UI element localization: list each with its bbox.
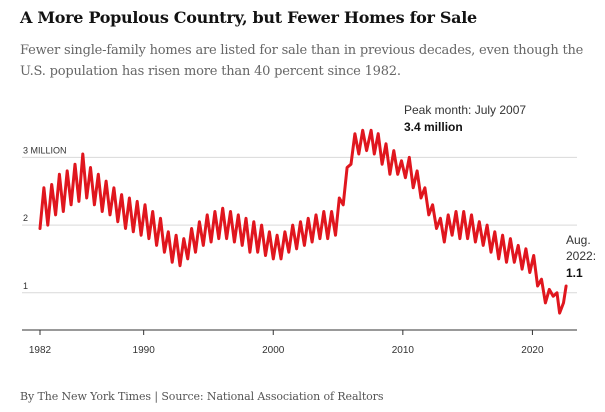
y-axis-tick-labels: 3 MILLION 2 1 xyxy=(23,145,67,290)
peak-annotation-value: 3.4 million xyxy=(404,120,463,134)
end-annotation-month: Aug. xyxy=(566,233,591,247)
end-annotation-value: 1.1 xyxy=(566,266,583,280)
line-chart: 3 MILLION 2 1 1982 1990 2000 2010 2020 Peak mo… xyxy=(22,103,596,356)
homes-for-sale-line xyxy=(38,128,568,315)
annotations: Peak month: July 2007 3.4 million Aug. 2… xyxy=(404,103,596,280)
x-tick-label: 2020 xyxy=(521,345,544,356)
y-tick-label: 3 MILLION xyxy=(23,145,67,155)
x-tick-label: 2000 xyxy=(262,345,285,356)
chart-subtitle: Fewer single-family homes are listed for… xyxy=(20,43,584,79)
end-annotation-year: 2022: xyxy=(566,249,596,263)
source-credit: By The New York Times | Source: National… xyxy=(20,390,384,403)
y-tick-label: 2 xyxy=(23,213,28,223)
x-tick-label: 2010 xyxy=(392,345,415,356)
chart-title: A More Populous Country, but Fewer Homes… xyxy=(20,8,477,27)
peak-annotation-label: Peak month: July 2007 xyxy=(404,103,526,117)
x-tick-label: 1982 xyxy=(29,345,52,356)
x-tick-label: 1990 xyxy=(133,345,156,356)
y-tick-label: 1 xyxy=(23,281,28,291)
x-axis: 1982 1990 2000 2010 2020 xyxy=(29,330,544,356)
